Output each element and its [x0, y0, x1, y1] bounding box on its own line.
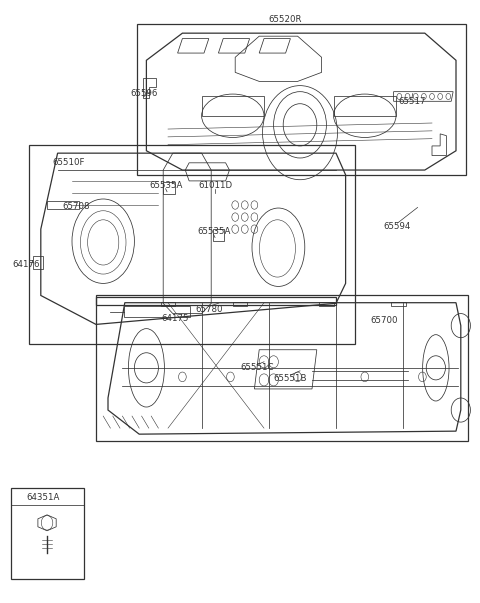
Text: 65510F: 65510F: [52, 159, 85, 167]
Bar: [137, 24, 466, 175]
Text: 64175: 64175: [161, 315, 189, 323]
Text: 65520R: 65520R: [269, 15, 302, 24]
Text: 65780: 65780: [195, 305, 223, 314]
Text: 65551B: 65551B: [274, 374, 307, 382]
Text: 65551C: 65551C: [240, 364, 274, 372]
Text: 65700: 65700: [370, 317, 398, 325]
Text: 64176: 64176: [12, 260, 40, 268]
Bar: [96, 295, 468, 441]
Bar: [29, 145, 355, 344]
Text: 65594: 65594: [384, 222, 411, 230]
Text: 65596: 65596: [130, 89, 158, 98]
Text: 65517: 65517: [398, 97, 426, 106]
Text: 65708: 65708: [62, 202, 90, 210]
Text: 65535A: 65535A: [197, 227, 230, 236]
Bar: [11, 488, 84, 579]
Text: 61011D: 61011D: [198, 182, 232, 190]
Text: 64351A: 64351A: [26, 493, 60, 502]
Text: 65535A: 65535A: [149, 182, 182, 190]
